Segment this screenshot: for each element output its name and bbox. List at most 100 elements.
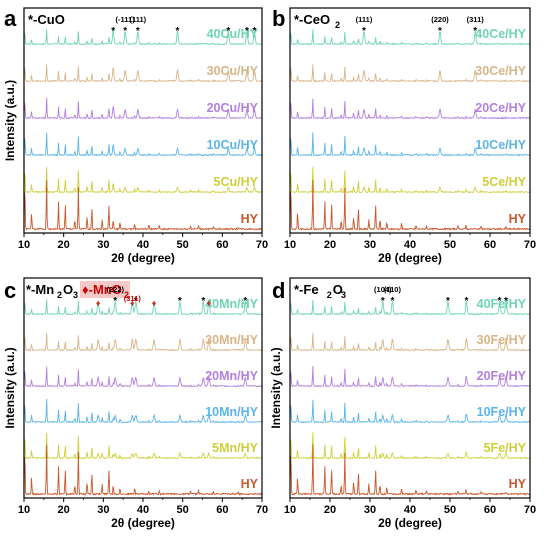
series-line-40Mn/HY	[23, 299, 263, 316]
series-line-10Ce/HY	[289, 132, 531, 157]
x-tick-label: 60	[484, 239, 496, 251]
series-label-5Mn/HY: 5Mn/HY	[212, 441, 259, 455]
series-label-HY: HY	[509, 212, 527, 226]
y-axis-title: Intensity (a.u.)	[3, 347, 17, 428]
x-tick-label: 40	[404, 239, 416, 251]
series-label-30Ce/HY: 30Ce/HY	[475, 64, 526, 78]
peak-marker-diamond: ♦	[96, 298, 101, 308]
peak-marker-star: *	[176, 26, 180, 37]
series-label-HY: HY	[241, 477, 259, 491]
phase-title: *-CuO	[28, 12, 65, 27]
x-tick-label: 10	[284, 239, 296, 251]
hkl-label: (104)	[374, 285, 392, 294]
x-tick-label: 40	[404, 504, 416, 516]
x-tick-label: 40	[137, 239, 149, 251]
panel-c: 40Mn/HY 30Mn/HY 20Mn/HY 10Mn/HY 5Mn/HY HY 10 20…	[3, 277, 268, 530]
peak-marker-diamond: ♦	[130, 298, 135, 308]
x-tick-label: 70	[524, 504, 536, 516]
x-tick-label: 30	[364, 504, 376, 516]
series-line-HY	[289, 444, 531, 496]
x-axis-title: 2θ (degree)	[378, 516, 442, 530]
peak-marker-star: *	[464, 296, 468, 307]
x-tick-label: 60	[216, 239, 228, 251]
x-tick-label: 30	[364, 239, 376, 251]
series-label-10Fe/HY: 10Fe/HY	[477, 405, 527, 419]
panel-letter: d	[272, 278, 285, 303]
x-tick-label: 10	[18, 239, 30, 251]
series-line-20Mn/HY	[23, 366, 263, 388]
series-label-40Fe/HY: 40Fe/HY	[477, 297, 527, 311]
series-label-10Mn/HY: 10Mn/HY	[205, 405, 258, 419]
series-line-20Fe/HY	[289, 366, 531, 388]
peak-marker-star: *	[362, 26, 366, 37]
y-axis-title: Intensity (a.u.)	[269, 347, 283, 428]
peak-marker-star: *	[498, 296, 502, 307]
x-tick-label: 50	[444, 504, 456, 516]
series-label-40Ce/HY: 40Ce/HY	[475, 27, 526, 41]
x-axis-title: 2θ (degree)	[378, 251, 442, 265]
peak-marker-star: *	[245, 26, 249, 37]
x-tick-label: 50	[444, 239, 456, 251]
peak-marker-star: *	[226, 26, 230, 37]
x-tick-label: 70	[256, 504, 268, 516]
peak-marker-star: *	[178, 296, 182, 307]
peak-marker-star: *	[438, 26, 442, 37]
hkl-label: (311)	[124, 294, 142, 303]
phase-title: *-CeO 2	[294, 12, 340, 30]
x-tick-label: 60	[216, 504, 228, 516]
peak-marker-diamond: ♦	[152, 298, 157, 308]
x-tick-label: 20	[324, 239, 336, 251]
peak-marker-star: *	[123, 26, 127, 37]
series-label-20Mn/HY: 20Mn/HY	[205, 369, 258, 383]
phase-subscript: 3	[341, 290, 346, 300]
series-line-10Mn/HY	[23, 398, 263, 424]
phase-title-text: O	[333, 282, 343, 297]
series-label-5Fe/HY: 5Fe/HY	[484, 441, 527, 455]
series-label-30Mn/HY: 30Mn/HY	[205, 333, 258, 347]
x-tick-label: 70	[524, 239, 536, 251]
series-label-40Mn/HY: 40Mn/HY	[205, 297, 258, 311]
peak-marker-star: *	[473, 26, 477, 37]
series-label-5Ce/HY: 5Ce/HY	[482, 175, 526, 189]
hkl-label: (110)	[384, 285, 402, 294]
series-line-20Cu/HY	[23, 97, 263, 120]
x-tick-label: 20	[58, 504, 70, 516]
phase-title-text: *-CeO	[294, 12, 330, 27]
x-tick-label: 30	[97, 239, 109, 251]
peak-marker-star: *	[253, 26, 257, 37]
plot-frame	[289, 7, 531, 234]
hkl-label: (-111)	[116, 15, 136, 24]
hkl-label: (222)	[106, 285, 124, 294]
phase-title-text: *-Mn	[26, 282, 54, 297]
series-line-10Cu/HY	[23, 132, 263, 157]
series-line-30Fe/HY	[289, 332, 531, 352]
series-line-40Cu/HY	[23, 28, 263, 46]
series-label-20Ce/HY: 20Ce/HY	[475, 101, 526, 115]
peak-marker-star: *	[446, 296, 450, 307]
series-label-30Fe/HY: 30Fe/HY	[477, 333, 527, 347]
x-tick-label: 30	[97, 504, 109, 516]
x-tick-label: 10	[18, 504, 30, 516]
panel-letter: c	[4, 278, 16, 303]
series-line-30Ce/HY	[289, 64, 531, 83]
series-label-30Cu/HY: 30Cu/HY	[207, 64, 259, 78]
plot-frame	[23, 277, 263, 499]
phase-subscript: 2	[335, 20, 340, 30]
peak-marker-diamond: ♦	[207, 298, 212, 308]
panel-letter: a	[4, 6, 17, 31]
panel-letter: b	[272, 6, 285, 31]
series-label-20Fe/HY: 20Fe/HY	[477, 369, 527, 383]
peak-marker-star: *	[134, 296, 138, 307]
series-line-HY	[23, 180, 263, 231]
series-line-5Ce/HY	[289, 166, 531, 194]
panel-a: 40Cu/HY 30Cu/HY 20Cu/HY 10Cu/HY 5Cu/HY HY 10 20…	[3, 6, 268, 265]
series-line-HY	[289, 180, 531, 232]
phase-subscript: 2	[57, 290, 62, 300]
series-line-30Cu/HY	[23, 64, 263, 83]
peak-marker-star: *	[113, 296, 117, 307]
y-axis-title: Intensity (a.u.)	[3, 80, 17, 161]
series-line-30Mn/HY	[23, 332, 263, 352]
peak-marker-star: *	[390, 296, 394, 307]
series-line-5Fe/HY	[289, 432, 531, 460]
